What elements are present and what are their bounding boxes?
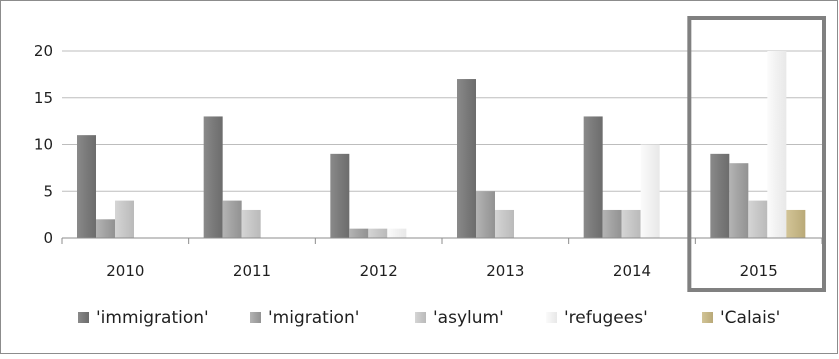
bar xyxy=(330,153,350,238)
legend-swatch xyxy=(546,312,557,323)
bar xyxy=(767,51,787,238)
bar xyxy=(368,228,388,238)
bar xyxy=(602,209,622,238)
bar xyxy=(729,163,749,238)
highlight-2015-box xyxy=(687,16,826,292)
legend-swatch xyxy=(702,312,713,323)
gridlines xyxy=(62,50,822,192)
bar xyxy=(476,191,495,238)
bar xyxy=(115,200,134,238)
legend-label: 'refugees' xyxy=(564,308,648,328)
bar xyxy=(621,209,641,238)
legend-label: 'migration' xyxy=(268,308,359,328)
y-tick-label: 10 xyxy=(34,136,53,154)
bar xyxy=(583,116,603,238)
y-tick-label: 0 xyxy=(43,229,53,247)
x-tick-label: 2012 xyxy=(360,262,398,280)
bar xyxy=(457,79,476,238)
legend-swatch xyxy=(250,312,261,323)
bar xyxy=(710,153,730,238)
legend-swatch xyxy=(78,312,89,323)
highlight-box xyxy=(687,16,826,292)
bar xyxy=(640,144,660,238)
bar xyxy=(786,209,806,238)
y-tick-label: 20 xyxy=(34,42,53,60)
y-tick-label: 5 xyxy=(43,182,53,200)
bar xyxy=(241,209,261,238)
bar xyxy=(203,116,223,238)
x-tick-label: 2015 xyxy=(740,262,778,280)
bar xyxy=(748,200,768,238)
legend-label: 'asylum' xyxy=(433,308,504,328)
bar xyxy=(96,219,115,238)
legend-label: 'Calais' xyxy=(720,308,780,328)
legend-swatch xyxy=(415,312,426,323)
x-tick-label: 2013 xyxy=(486,262,524,280)
x-tick-label: 2014 xyxy=(613,262,651,280)
y-tick-label: 15 xyxy=(34,89,53,107)
bar xyxy=(349,228,369,238)
bar xyxy=(495,209,514,238)
legend-label: 'immigration' xyxy=(96,308,209,328)
legend: 'immigration' 'migration' 'asylum' 'refugee… xyxy=(78,308,780,328)
x-tick-label: 2010 xyxy=(106,262,144,280)
bar xyxy=(77,135,96,238)
bar xyxy=(387,228,407,238)
x-tick-label: 2011 xyxy=(233,262,271,280)
x-axis-ticks: 2010 2011 2012 2013 2014 2015 xyxy=(106,262,778,280)
y-axis-ticks: 0 5 10 15 20 xyxy=(34,42,53,247)
bar-series xyxy=(77,51,806,238)
bar xyxy=(222,200,242,238)
